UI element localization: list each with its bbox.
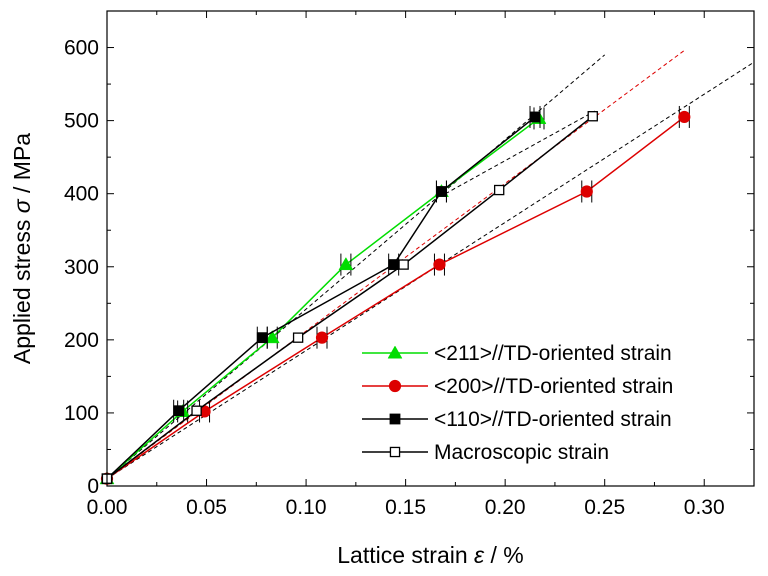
y-tick-label: 0 bbox=[87, 475, 99, 498]
x-tick-label: 0.30 bbox=[684, 496, 725, 519]
data-point bbox=[436, 186, 447, 197]
legend-marker bbox=[389, 446, 401, 458]
legend-marker bbox=[387, 345, 403, 359]
legend-label: Macroscopic strain bbox=[434, 441, 609, 464]
y-tick-label: 200 bbox=[64, 329, 99, 352]
series-line-2 bbox=[106, 116, 536, 480]
legend-label: <110>//TD-oriented strain bbox=[434, 408, 672, 431]
y-tick-label: 500 bbox=[64, 110, 99, 133]
x-tick-label: 0.25 bbox=[584, 496, 625, 519]
data-point bbox=[587, 111, 598, 122]
y-tick-label: 300 bbox=[64, 256, 99, 279]
data-point bbox=[678, 110, 691, 124]
legend-label: <211>//TD-oriented strain bbox=[434, 342, 672, 365]
data-series bbox=[99, 105, 691, 485]
data-point bbox=[191, 405, 202, 416]
series-3 bbox=[101, 111, 598, 484]
plot-frame bbox=[106, 10, 755, 487]
data-point bbox=[173, 405, 185, 417]
data-point bbox=[529, 111, 541, 123]
legend: <211>//TD-oriented strain <200>//TD-orien… bbox=[362, 342, 673, 464]
fit-line-0 bbox=[107, 54, 606, 480]
x-tick-label: 0.20 bbox=[485, 496, 526, 519]
x-tick-label: 0.05 bbox=[186, 496, 227, 519]
legend-item: Macroscopic strain bbox=[362, 441, 609, 464]
data-point bbox=[388, 259, 400, 270]
legend-item: <200>//TD-oriented strain bbox=[362, 375, 673, 398]
fit-line-3 bbox=[445, 110, 595, 195]
data-point bbox=[433, 258, 446, 271]
y-tick-label: 400 bbox=[64, 183, 99, 206]
data-point bbox=[264, 330, 280, 344]
series-1 bbox=[100, 105, 691, 485]
fit-line-2 bbox=[107, 61, 754, 480]
series-line-1 bbox=[106, 116, 685, 480]
y-tick-label: 600 bbox=[64, 37, 99, 60]
x-tick-label: 0.00 bbox=[87, 496, 128, 519]
x-axis-title: Lattice strain ε / % bbox=[337, 542, 524, 568]
x-tick-label: 0.10 bbox=[286, 496, 327, 519]
data-point bbox=[315, 331, 329, 344]
legend-marker bbox=[389, 413, 401, 425]
y-axis-title: Applied stress σ / MPa bbox=[9, 133, 35, 364]
data-point bbox=[292, 332, 304, 343]
data-point bbox=[256, 332, 268, 344]
y-tick-label: 100 bbox=[64, 402, 99, 425]
legend-item: <211>//TD-oriented strain bbox=[362, 342, 672, 365]
data-point bbox=[338, 257, 354, 271]
data-point bbox=[398, 259, 409, 270]
data-point bbox=[493, 184, 505, 196]
legend-label: <200>//TD-oriented strain bbox=[434, 375, 673, 398]
series-line-3 bbox=[106, 115, 594, 480]
legend-marker bbox=[388, 379, 402, 393]
legend-item: <110>//TD-oriented strain bbox=[362, 408, 672, 431]
data-point bbox=[580, 185, 593, 198]
x-tick-label: 0.15 bbox=[385, 496, 426, 519]
axis-ticks: 0.00 0.05 0.10 0.15 0.20 0.25 0.30 0 100 200 300 40… bbox=[64, 10, 754, 519]
